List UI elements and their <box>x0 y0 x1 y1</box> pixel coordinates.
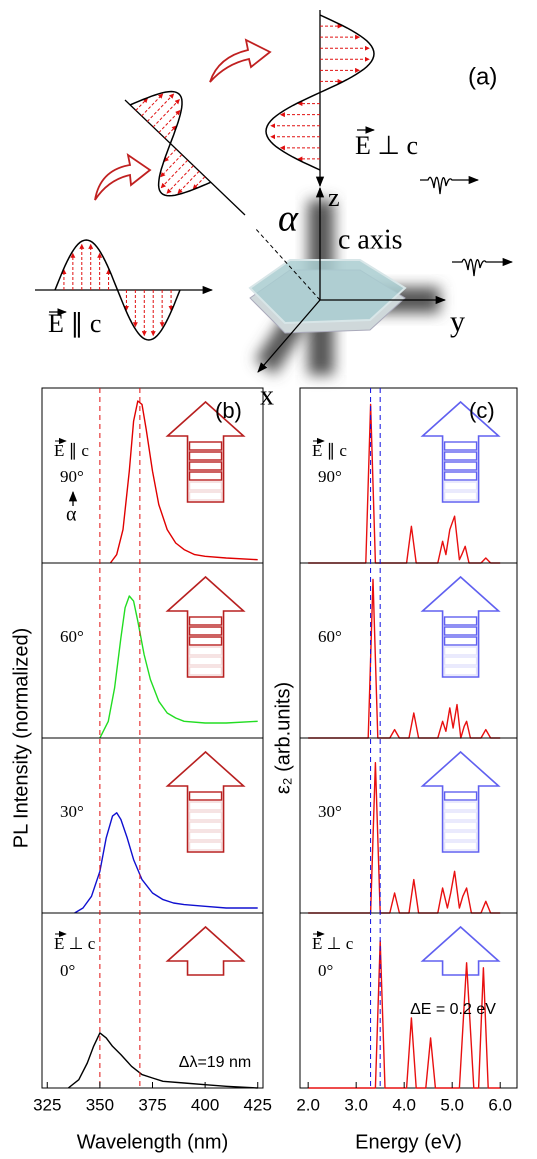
wave-packet <box>420 177 478 194</box>
figure: (a) E ⊥ c E ∥ c α c axis z y x E ∥ c 90° α… <box>0 0 537 1159</box>
polarization-icon <box>168 927 244 975</box>
diagram-a: (a) E ⊥ c E ∥ c α c axis z y x <box>35 10 512 411</box>
c-axis-label: c axis <box>338 224 403 255</box>
angle-label: 0° <box>318 961 333 980</box>
panel-label: (a) <box>468 63 497 90</box>
series-group <box>100 596 258 738</box>
wave <box>130 92 211 196</box>
field-vector <box>161 155 182 177</box>
y-axis-label: ε₂ (arb.units) <box>272 682 294 794</box>
angle-label: 90° <box>318 467 342 486</box>
panel-frame <box>42 563 263 738</box>
series-line <box>100 596 258 738</box>
field-vector <box>142 94 163 116</box>
angle-label: 90° <box>60 467 84 486</box>
panel-label: (b) <box>215 398 242 423</box>
field-vector <box>153 100 179 127</box>
field-vector <box>167 166 193 193</box>
panel-frame <box>300 738 517 913</box>
field-label: E ⊥ c <box>312 934 354 953</box>
x-tick-label: 325 <box>33 1095 61 1114</box>
wave-packet <box>452 259 512 276</box>
x-tick-label: 400 <box>191 1095 219 1114</box>
angle-label: 0° <box>60 961 75 980</box>
field-label: E ∥ c <box>48 309 101 338</box>
x-axis-label: Wavelength (nm) <box>77 1131 229 1153</box>
angle-label: 30° <box>60 802 84 821</box>
field-vector <box>147 94 173 121</box>
polarization-icon <box>423 927 499 975</box>
x-tick-label: 425 <box>244 1095 272 1114</box>
x-axis-label: Energy (eV) <box>355 1131 462 1153</box>
angle-label: 60° <box>318 627 342 646</box>
alpha-label: α <box>278 198 299 240</box>
wave-axis <box>125 100 245 215</box>
series-group <box>75 813 258 913</box>
annotation: ΔE = 0.2 eV <box>410 1001 496 1018</box>
axis-name: x <box>260 380 274 411</box>
y-axis-label: PL Intensity (normalized) <box>10 628 32 848</box>
propagation-arrow <box>210 40 270 82</box>
field-label: E ∥ c <box>312 441 347 460</box>
annotation: Δλ=19 nm <box>179 1054 252 1071</box>
x-tick-label: 2.0 <box>296 1095 320 1114</box>
panel-label: (c) <box>469 398 495 423</box>
field-label: E ⊥ c <box>54 934 96 953</box>
propagation-arrow <box>95 155 150 200</box>
axis-name: y <box>450 305 465 338</box>
field-vector <box>161 160 187 187</box>
x-tick-label: 375 <box>138 1095 166 1114</box>
series-line <box>75 813 258 913</box>
panel-frame <box>42 738 263 913</box>
field-label: E ⊥ c <box>355 131 418 160</box>
field-label: E ∥ c <box>54 441 89 460</box>
x-tick-label: 3.0 <box>344 1095 368 1114</box>
x-tick-label: 4.0 <box>392 1095 416 1114</box>
x-tick-label: 6.0 <box>488 1095 512 1114</box>
alpha-label: α <box>66 504 77 526</box>
angle-label: 30° <box>318 802 342 821</box>
panel-frame <box>300 563 517 738</box>
angle-label: 60° <box>60 627 84 646</box>
x-tick-label: 5.0 <box>440 1095 464 1114</box>
field-vector <box>159 111 180 133</box>
x-tick-label: 350 <box>86 1095 114 1114</box>
axis-name: z <box>328 183 340 212</box>
field-vector <box>178 171 199 193</box>
